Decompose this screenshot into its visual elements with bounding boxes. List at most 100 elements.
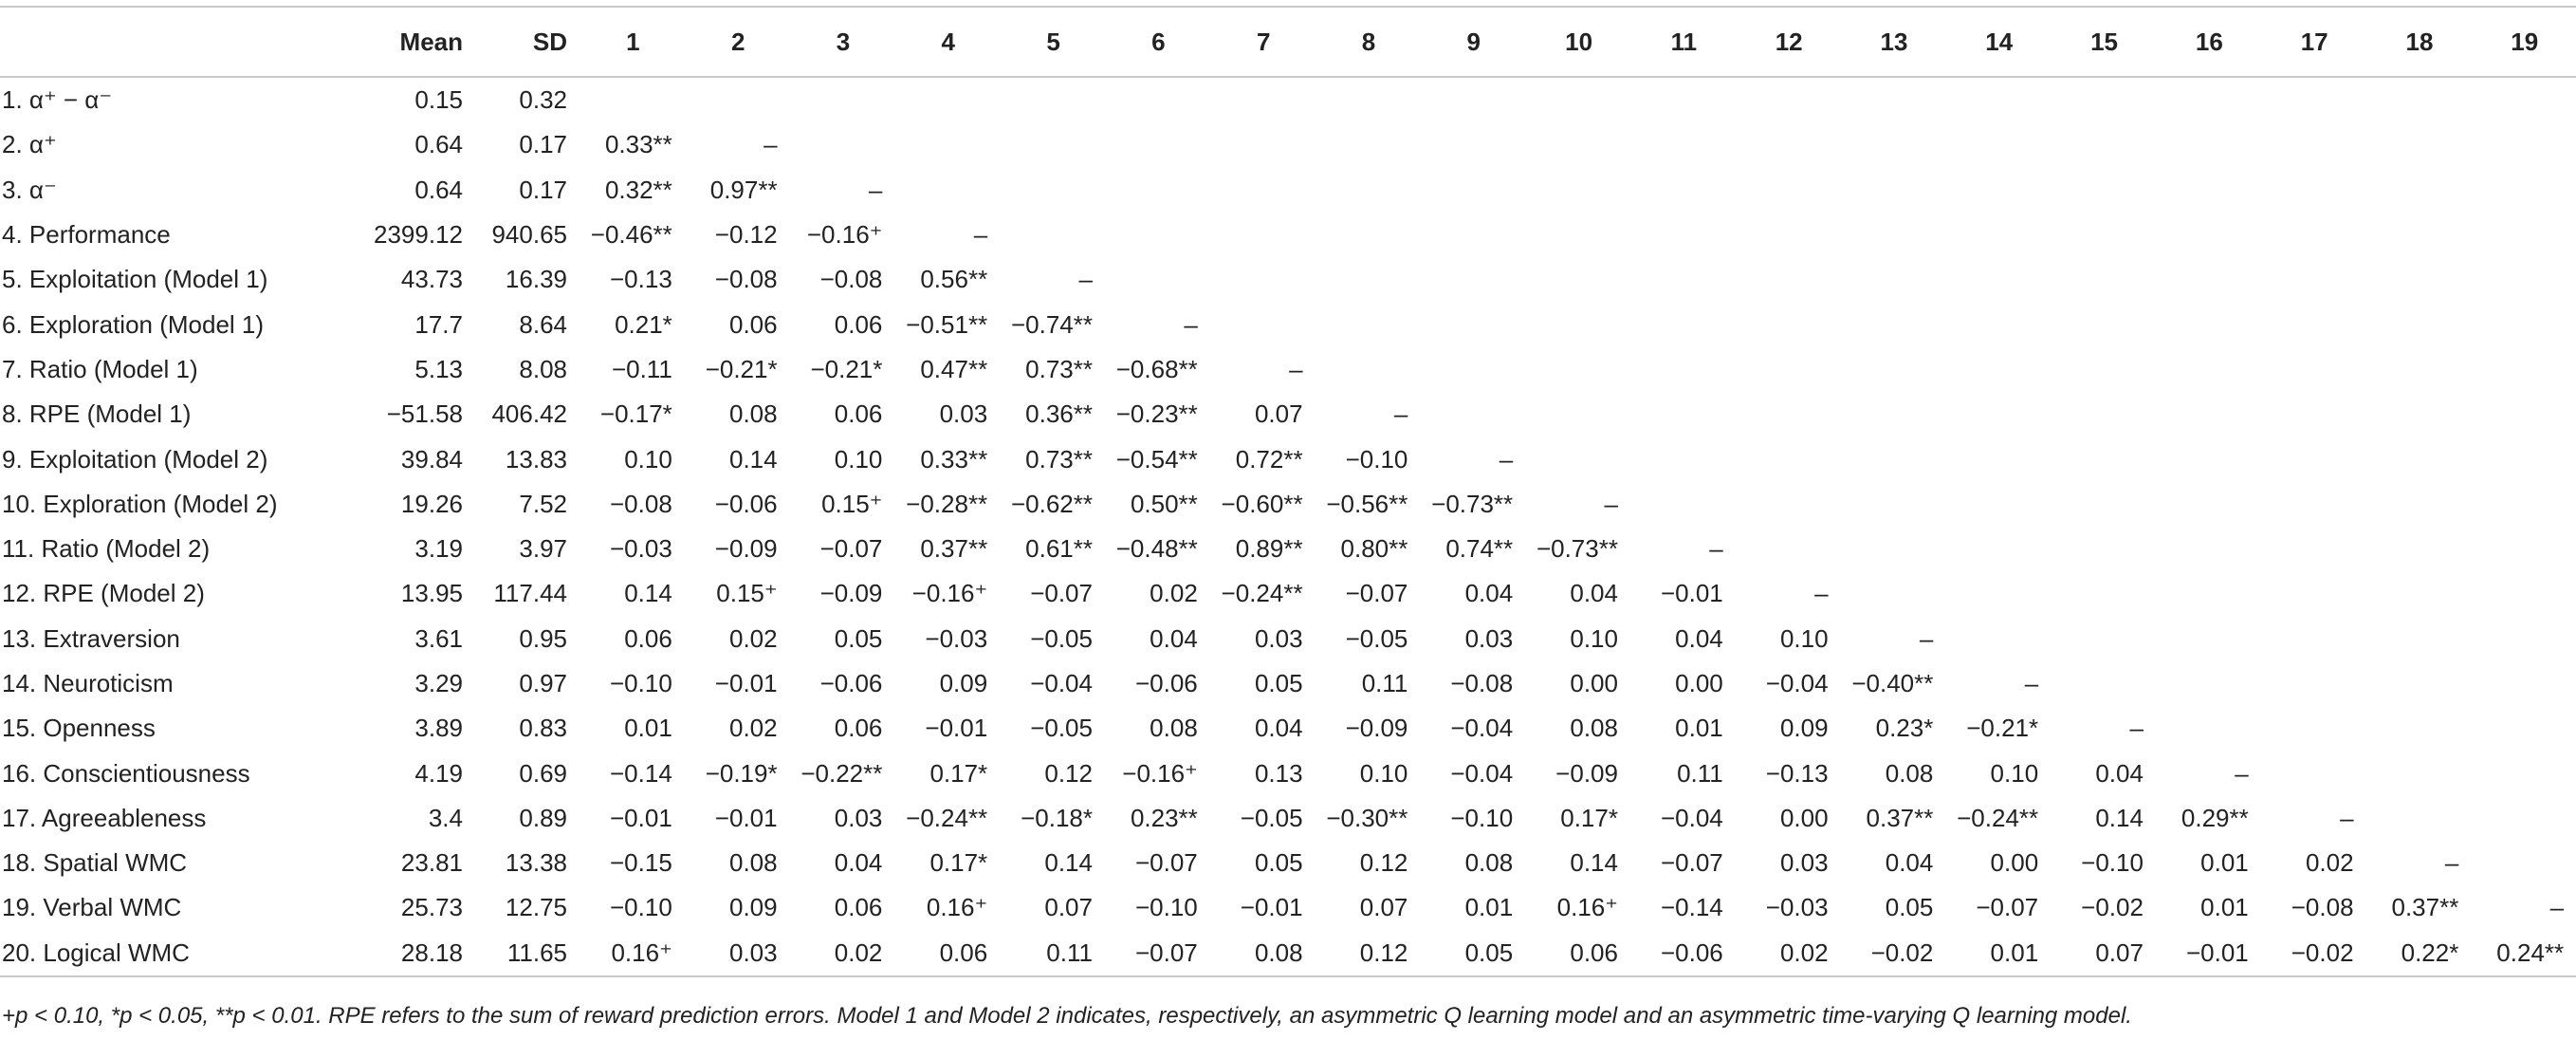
correlation-cell: −0.01 [714,803,778,832]
correlation-cell: 0.01 [2200,893,2249,922]
correlation-cell: −0.02 [2081,893,2144,922]
correlation-cell [2052,527,2157,571]
row-sd: 0.83 [519,714,567,743]
correlation-cell: 0.06 [624,623,672,653]
correlation-cell: 0.02 [1736,930,1842,977]
table-row: 12. RPE (Model 2) 13.95 117.44 0.14 0.15⁺ −0.… [0,571,2576,616]
row-label: 7. Ratio (Model 1) [2,354,198,383]
row-mean: −51.58 [386,399,463,429]
correlation-cell: −0.73** [1536,534,1618,564]
correlation-cell: −0.11 [611,354,672,383]
correlation-cell [1946,168,2052,213]
correlation-cell: 0.07 [1044,893,1093,922]
correlation-cell: −0.74** [1010,309,1093,339]
correlation-cell [2157,122,2262,167]
correlation-cell: −0.16⁺ [1122,758,1198,788]
correlation-cell: −0.07 [1134,848,1198,878]
correlation-cell [2052,168,2157,213]
correlation-cell: −0.05 [1030,714,1093,743]
correlation-cell [2367,168,2473,213]
row-mean: 2399.12 [374,220,463,250]
correlation-cell: 0.01 [624,714,672,743]
correlation-cell [2472,213,2576,257]
correlation-cell [1421,77,1526,122]
correlation-cell [2367,661,2473,706]
header-row: Mean SD 1 2 3 4 5 6 7 8 9 10 11 12 13 14 15 16 17 18 19 [0,6,2576,78]
correlation-cell [2472,436,2576,481]
row-label: 6. Exploration (Model 1) [2,309,265,339]
correlation-cell [1526,347,1631,392]
correlation-cell: −0.09 [714,534,778,564]
header-col-9: 9 [1421,6,1527,78]
correlation-cell: −0.03 [1765,893,1829,922]
row-label: 13. Extraversion [2,623,180,653]
correlation-cell [2157,706,2262,751]
correlation-cell: 0.36** [1025,399,1093,429]
correlation-cell [2262,392,2367,436]
correlation-cell [1211,122,1316,167]
correlation-cell [1421,257,1526,302]
correlation-cell [1946,257,2052,302]
correlation-cell [2052,661,2157,706]
correlation-cell [1946,77,2052,122]
correlation-cell: – [2129,714,2144,743]
correlation-cell: 0.01 [1675,714,1723,743]
header-col-12: 12 [1736,6,1842,78]
correlation-cell [2157,617,2262,661]
correlation-cell: 0.06 [728,309,778,339]
correlation-cell [2472,168,2576,213]
correlation-cell: 0.03 [685,930,791,977]
correlation-cell: 0.32** [604,175,672,204]
correlation-cell [2052,347,2157,392]
correlation-cell [1737,347,1842,392]
correlation-cell [1631,168,1737,213]
correlation-cell: 0.37** [920,534,988,564]
row-sd: 0.32 [519,85,567,115]
correlation-cell: 0.08 [1150,714,1198,743]
correlation-cell: 0.00 [1675,669,1723,697]
correlation-cell [1842,302,1947,346]
correlation-cell: 0.02 [790,930,896,977]
header-col-6: 6 [1105,6,1211,78]
correlation-cell: 0.06 [895,930,1002,977]
correlation-cell: 0.11 [1361,669,1408,697]
correlation-cell: 0.08 [1464,848,1514,878]
correlation-cell [1316,302,1422,346]
correlation-cell [580,77,686,122]
correlation-cell [2367,77,2473,122]
row-label: 14. Neuroticism [2,669,174,697]
correlation-cell [1946,482,2052,527]
correlation-cell [1316,257,1422,302]
correlation-cell: −0.23** [1115,399,1198,429]
header-col-15: 15 [2052,6,2157,78]
correlation-cell [1421,213,1526,257]
correlation-cell [1737,392,1842,436]
row-label: 3. α⁻ [2,175,57,204]
correlation-cell: 0.04 [1150,623,1198,653]
correlation-table-container: Mean SD 1 2 3 4 5 6 7 8 9 10 11 12 13 14 15 16 17 18 19 1. α… [0,6,2576,977]
correlation-cell [1737,482,1842,527]
correlation-cell [2262,436,2367,481]
correlation-cell: 0.03 [834,803,883,832]
correlation-cell: −0.46** [590,220,672,250]
correlation-cell: 0.12 [1044,758,1093,788]
correlation-cell [1631,482,1737,527]
correlation-cell [1526,392,1631,436]
correlation-cell [2157,347,2262,392]
correlation-cell [2262,302,2367,346]
correlation-cell: 0.22* [2366,930,2473,977]
correlation-cell: 0.01 [1946,930,2052,977]
row-label: 2. α⁺ [2,130,57,159]
row-mean: 3.61 [414,623,463,653]
correlation-cell: 0.14 [2095,803,2144,832]
correlation-cell [2367,796,2473,841]
correlation-cell: 0.14 [1044,848,1093,878]
row-sd: 0.17 [519,130,567,159]
correlation-cell: −0.06 [714,489,778,518]
correlation-cell: −0.02 [1841,930,1947,977]
correlation-cell [2052,392,2157,436]
correlation-cell [2262,661,2367,706]
correlation-cell [2052,617,2157,661]
correlation-cell [1526,436,1631,481]
correlation-cell: −0.05 [1240,803,1303,832]
